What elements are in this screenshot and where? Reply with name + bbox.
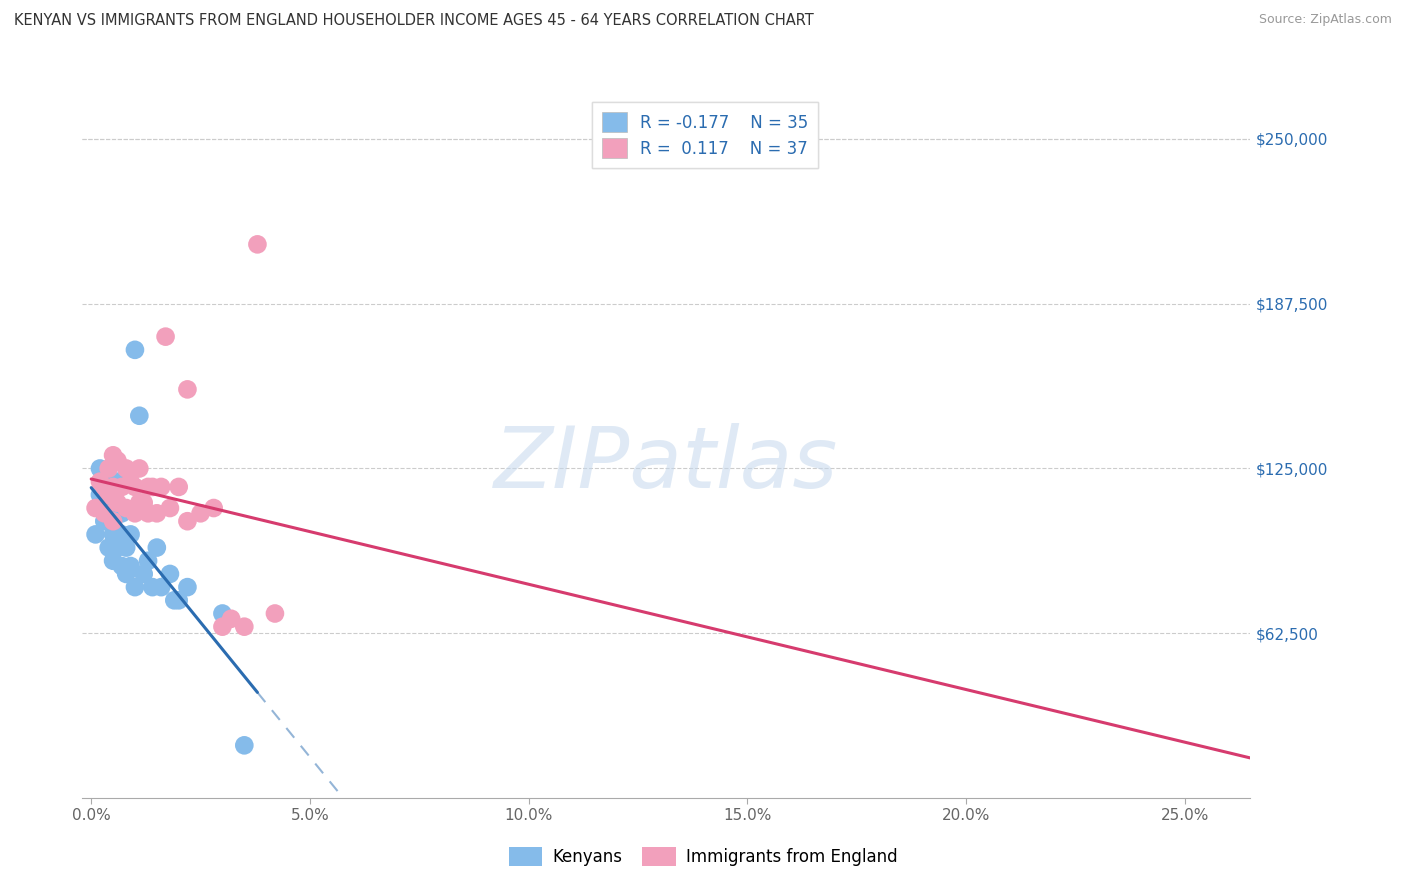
Point — [93, 480, 115, 494]
Point — [163, 593, 186, 607]
Point — [111, 480, 134, 494]
Point — [159, 566, 181, 581]
Point — [141, 580, 163, 594]
Point — [115, 541, 138, 555]
Point — [120, 527, 142, 541]
Point — [190, 506, 212, 520]
Point — [97, 541, 120, 555]
Point — [128, 496, 150, 510]
Point — [146, 506, 169, 520]
Point — [84, 501, 107, 516]
Point — [120, 559, 142, 574]
Point — [124, 506, 146, 520]
Point — [150, 580, 173, 594]
Point — [211, 607, 233, 621]
Point — [97, 514, 120, 528]
Point — [128, 461, 150, 475]
Point — [132, 566, 155, 581]
Point — [128, 409, 150, 423]
Point — [124, 480, 146, 494]
Point — [111, 506, 134, 520]
Point — [107, 453, 129, 467]
Point — [136, 554, 159, 568]
Point — [233, 620, 256, 634]
Point — [111, 527, 134, 541]
Text: KENYAN VS IMMIGRANTS FROM ENGLAND HOUSEHOLDER INCOME AGES 45 - 64 YEARS CORRELAT: KENYAN VS IMMIGRANTS FROM ENGLAND HOUSEH… — [14, 13, 814, 29]
Point — [233, 739, 256, 753]
Point — [146, 541, 169, 555]
Point — [115, 566, 138, 581]
Point — [202, 501, 225, 516]
Point — [107, 496, 129, 510]
Point — [89, 475, 111, 489]
Point — [107, 475, 129, 489]
Point — [111, 559, 134, 574]
Legend: Kenyans, Immigrants from England: Kenyans, Immigrants from England — [502, 840, 904, 873]
Point — [101, 527, 124, 541]
Point — [97, 461, 120, 475]
Point — [246, 237, 269, 252]
Point — [176, 383, 198, 397]
Point — [120, 475, 142, 489]
Point — [97, 488, 120, 502]
Point — [84, 527, 107, 541]
Point — [155, 329, 177, 343]
Point — [167, 593, 190, 607]
Point — [136, 480, 159, 494]
Point — [141, 480, 163, 494]
Point — [93, 475, 115, 489]
Point — [176, 514, 198, 528]
Point — [211, 620, 233, 634]
Point — [107, 541, 129, 555]
Point — [93, 501, 115, 516]
Point — [101, 448, 124, 462]
Point — [176, 580, 198, 594]
Point — [132, 496, 155, 510]
Point — [101, 554, 124, 568]
Point — [89, 488, 111, 502]
Point — [167, 480, 190, 494]
Point — [150, 480, 173, 494]
Point — [115, 461, 138, 475]
Point — [89, 461, 111, 475]
Point — [97, 488, 120, 502]
Point — [264, 607, 287, 621]
Point — [115, 501, 138, 516]
Point — [219, 612, 242, 626]
Legend: R = -0.177    N = 35, R =  0.117    N = 37: R = -0.177 N = 35, R = 0.117 N = 37 — [592, 102, 818, 169]
Point — [124, 580, 146, 594]
Point — [101, 514, 124, 528]
Text: ZIPatlas: ZIPatlas — [495, 423, 838, 506]
Point — [101, 480, 124, 494]
Point — [136, 506, 159, 520]
Point — [124, 343, 146, 357]
Point — [159, 501, 181, 516]
Point — [101, 501, 124, 516]
Text: Source: ZipAtlas.com: Source: ZipAtlas.com — [1258, 13, 1392, 27]
Point — [93, 506, 115, 520]
Point — [93, 514, 115, 528]
